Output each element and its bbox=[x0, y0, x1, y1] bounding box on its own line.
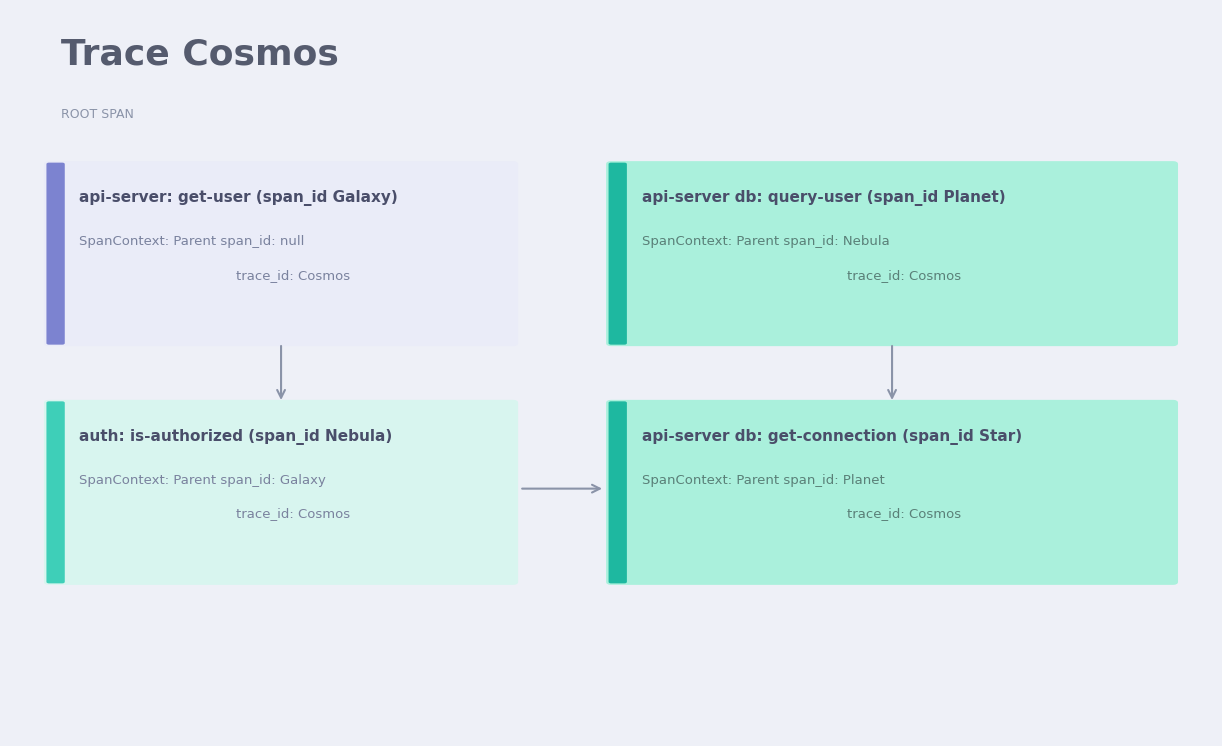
Text: SpanContext: Parent span_id: Planet: SpanContext: Parent span_id: Planet bbox=[642, 474, 885, 486]
FancyBboxPatch shape bbox=[44, 400, 518, 585]
Text: trace_id: Cosmos: trace_id: Cosmos bbox=[847, 269, 962, 281]
FancyBboxPatch shape bbox=[609, 163, 627, 345]
Text: trace_id: Cosmos: trace_id: Cosmos bbox=[236, 507, 351, 520]
Text: ROOT SPAN: ROOT SPAN bbox=[61, 108, 134, 121]
FancyBboxPatch shape bbox=[606, 161, 1178, 346]
Text: SpanContext: Parent span_id: Nebula: SpanContext: Parent span_id: Nebula bbox=[642, 235, 890, 248]
Text: auth: is-authorized (span_id Nebula): auth: is-authorized (span_id Nebula) bbox=[79, 429, 392, 445]
Text: api-server db: query-user (span_id Planet): api-server db: query-user (span_id Plane… bbox=[642, 190, 1006, 206]
Text: api-server db: get-connection (span_id Star): api-server db: get-connection (span_id S… bbox=[642, 429, 1022, 445]
Text: Trace Cosmos: Trace Cosmos bbox=[61, 37, 338, 72]
FancyBboxPatch shape bbox=[46, 401, 65, 583]
Text: trace_id: Cosmos: trace_id: Cosmos bbox=[847, 507, 962, 520]
Text: SpanContext: Parent span_id: null: SpanContext: Parent span_id: null bbox=[79, 235, 304, 248]
FancyBboxPatch shape bbox=[46, 163, 65, 345]
Text: trace_id: Cosmos: trace_id: Cosmos bbox=[236, 269, 351, 281]
FancyBboxPatch shape bbox=[606, 400, 1178, 585]
FancyBboxPatch shape bbox=[609, 401, 627, 583]
Text: api-server: get-user (span_id Galaxy): api-server: get-user (span_id Galaxy) bbox=[79, 190, 398, 206]
Text: SpanContext: Parent span_id: Galaxy: SpanContext: Parent span_id: Galaxy bbox=[79, 474, 326, 486]
FancyBboxPatch shape bbox=[44, 161, 518, 346]
